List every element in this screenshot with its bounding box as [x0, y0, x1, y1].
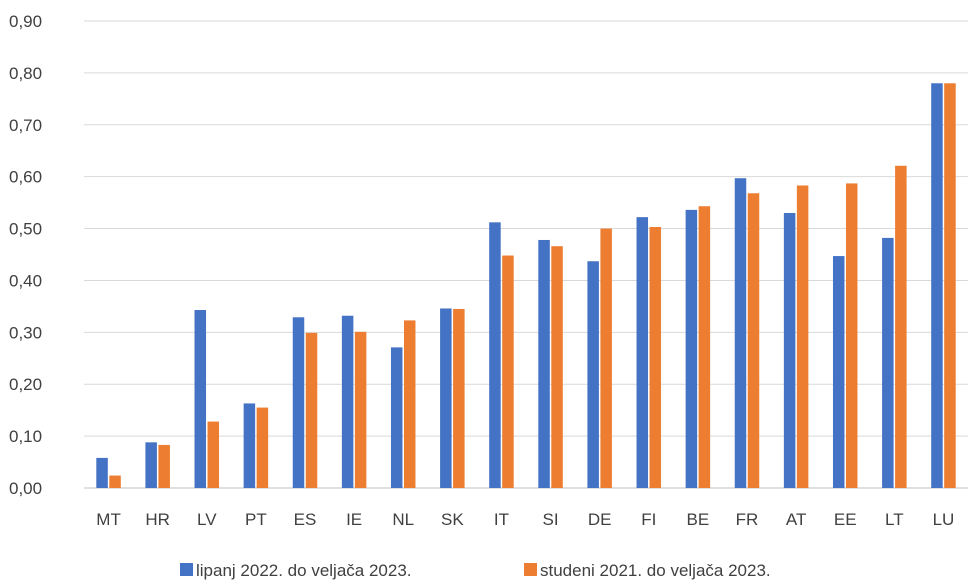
y-tick-label: 0,70	[9, 116, 42, 135]
bar-mt-series-1	[96, 457, 108, 488]
y-tick-label: 0,90	[9, 12, 42, 31]
y-tick-label: 0,50	[9, 220, 42, 239]
bar-at-series-2	[796, 185, 809, 488]
bar-lu-series-2	[944, 83, 956, 489]
bar-lt-series-1	[882, 237, 894, 488]
bar-de-series-1	[587, 261, 599, 488]
gridlines	[84, 20, 968, 489]
y-tick-label: 0,10	[9, 427, 42, 446]
x-tick-label: EE	[834, 510, 857, 529]
x-tick-label: IE	[346, 510, 362, 529]
x-tick-label: NL	[392, 510, 414, 529]
y-tick-label: 0,60	[9, 168, 42, 187]
bar-fr-series-1	[734, 178, 747, 488]
bar-be-series-1	[685, 209, 698, 488]
x-axis-tick-labels: MT HR LV PT ES IE NL SK IT SI DE FI BE FR AT EE LT LU	[96, 510, 954, 529]
bar-si-series-1	[538, 239, 550, 488]
x-tick-label: SI	[543, 510, 559, 529]
x-tick-label: BE	[687, 510, 710, 529]
y-axis-tick-labels: 0,00 0,10 0,20 0,30 0,40 0,50 0,60 0,70 0,80 0,90	[9, 12, 42, 498]
bar-ie-series-2	[354, 331, 367, 488]
y-tick-label: 0,20	[9, 375, 42, 394]
legend-label-series-2: studeni 2021. do veljača 2023.	[540, 561, 771, 580]
bar-mt-series-2	[109, 475, 121, 488]
bar-pt-series-1	[243, 403, 256, 488]
y-tick-label: 0,30	[9, 323, 42, 342]
bar-fr-series-2	[747, 193, 760, 488]
bar-lu-series-1	[931, 83, 943, 489]
x-tick-label: SK	[441, 510, 464, 529]
legend: lipanj 2022. do veljača 2023. studeni 202…	[180, 561, 771, 580]
bar-de-series-2	[600, 228, 612, 489]
bar-lv-series-1	[194, 310, 207, 488]
x-tick-label: AT	[786, 510, 806, 529]
bar-hr-series-1	[145, 442, 157, 488]
bar-lt-series-2	[895, 165, 907, 488]
bar-sk-series-2	[453, 308, 465, 488]
legend-swatch-series-2	[524, 563, 537, 576]
bar-at-series-1	[783, 212, 796, 488]
y-tick-label: 0,80	[9, 64, 42, 83]
bar-es-series-2	[305, 332, 318, 488]
bar-it-series-2	[502, 255, 514, 488]
x-tick-label: HR	[145, 510, 170, 529]
x-tick-label: IT	[494, 510, 509, 529]
y-tick-label: 0,00	[9, 479, 42, 498]
bar-nl-series-2	[403, 320, 416, 488]
x-tick-label: PT	[245, 510, 267, 529]
bar-hr-series-2	[158, 444, 170, 488]
bar-es-series-1	[292, 317, 305, 488]
y-tick-label: 0,40	[9, 271, 42, 290]
x-tick-label: LT	[885, 510, 904, 529]
x-tick-label: MT	[96, 510, 121, 529]
bar-it-series-1	[489, 222, 501, 488]
x-tick-label: LU	[933, 510, 955, 529]
x-tick-label: DE	[588, 510, 612, 529]
x-tick-label: LV	[197, 510, 217, 529]
bar-sk-series-1	[440, 308, 452, 488]
bar-fi-series-1	[636, 217, 649, 488]
bar-ee-series-1	[832, 256, 845, 488]
bar-ie-series-1	[341, 315, 354, 488]
x-tick-label: FI	[641, 510, 656, 529]
legend-swatch-series-1	[180, 563, 193, 576]
x-tick-label: ES	[294, 510, 317, 529]
bar-lv-series-2	[207, 421, 220, 488]
bar-be-series-2	[698, 206, 711, 488]
bar-fi-series-2	[649, 226, 662, 488]
bar-nl-series-1	[390, 347, 403, 488]
bar-si-series-2	[551, 246, 563, 488]
legend-label-series-1: lipanj 2022. do veljača 2023.	[196, 561, 412, 580]
bar-ee-series-2	[845, 183, 858, 488]
x-tick-label: FR	[736, 510, 759, 529]
bar-pt-series-2	[256, 407, 269, 488]
bars	[96, 83, 956, 489]
